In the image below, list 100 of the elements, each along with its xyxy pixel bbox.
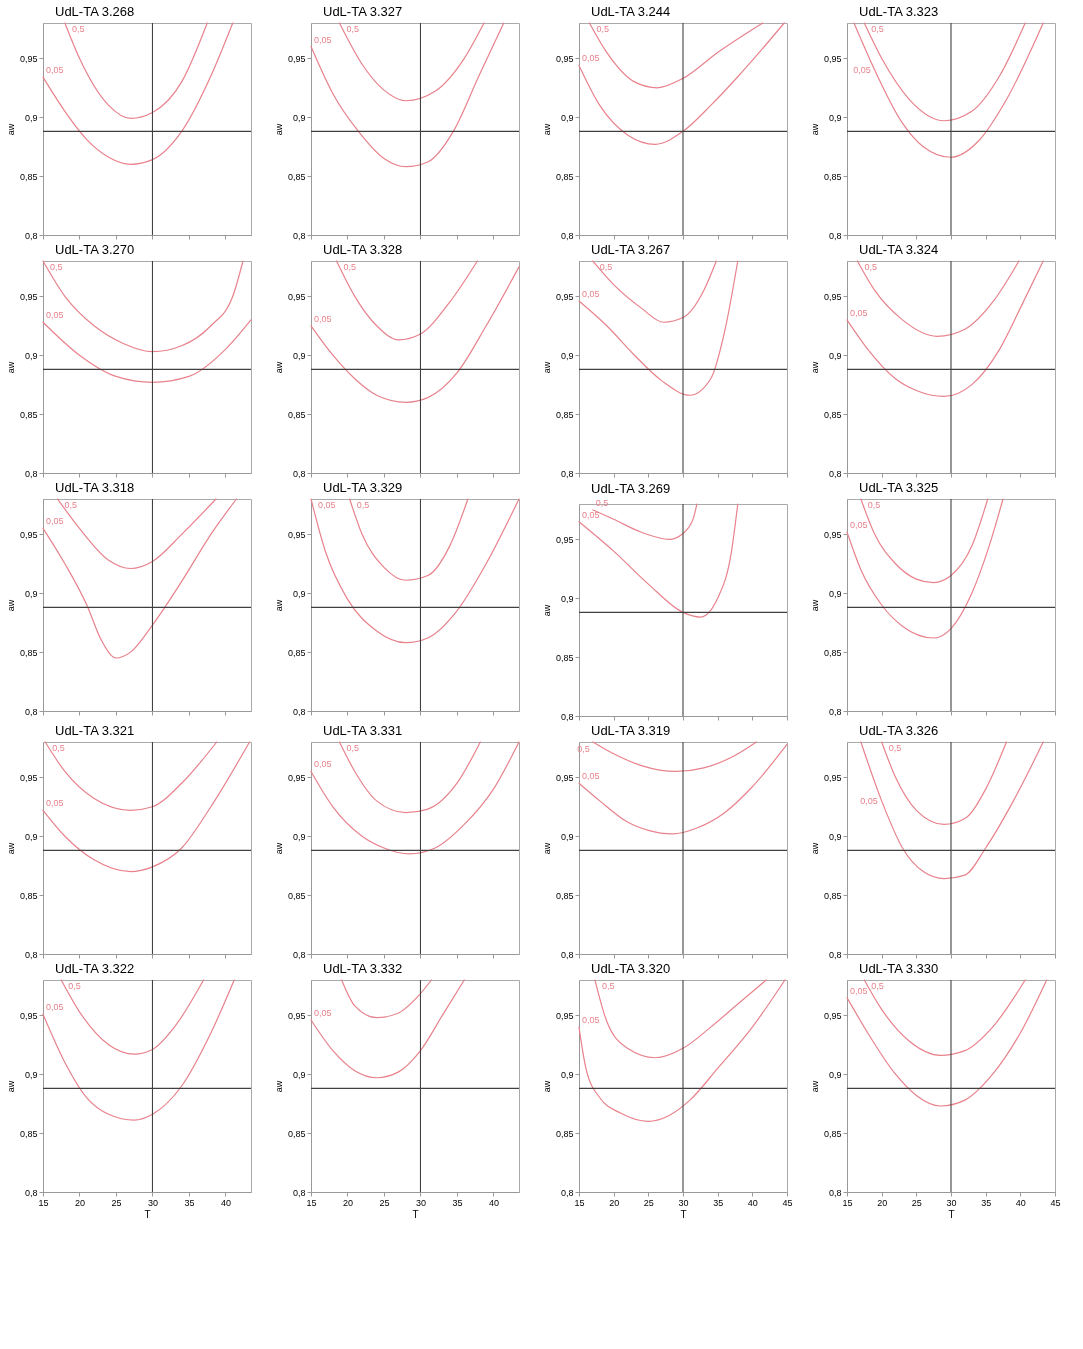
y-tick-label: 0,9 <box>560 831 574 842</box>
x-tick-label: 30 <box>946 1197 957 1208</box>
y-tick-label: 0,8 <box>828 230 842 241</box>
y-axis-title: aw <box>5 1080 16 1093</box>
y-tick-label: 0,85 <box>287 647 306 658</box>
y-tick-label: 0,8 <box>560 711 574 722</box>
chart-title: UdL-TA 3.320 <box>591 961 671 977</box>
y-tick-label: 0,9 <box>292 588 306 599</box>
series-label: 0,5 <box>343 262 357 272</box>
chart-title: UdL-TA 3.267 <box>591 242 671 258</box>
y-tick-label: 0,85 <box>823 890 842 901</box>
y-tick-label: 0,8 <box>292 949 306 960</box>
y-tick-label: 0,8 <box>560 468 574 479</box>
x-axis-title: T <box>680 1208 687 1220</box>
y-tick-label: 0,9 <box>828 831 842 842</box>
x-tick-label: 35 <box>452 1197 463 1208</box>
y-tick-label: 0,8 <box>292 1187 306 1198</box>
chart-title: UdL-TA 3.328 <box>323 242 403 258</box>
chart-title: UdL-TA 3.318 <box>55 480 135 496</box>
y-tick-label: 0,85 <box>823 647 842 658</box>
y-tick-label: 0,95 <box>555 534 574 545</box>
y-tick-label: 0,8 <box>24 230 38 241</box>
x-axis-title: T <box>144 1208 151 1220</box>
series-label: 0,5 <box>356 500 370 510</box>
x-tick-label: 45 <box>1050 1197 1061 1208</box>
series-label: 0,05 <box>850 519 868 530</box>
series-label: 0,05 <box>853 65 871 76</box>
series-label: 0,05 <box>860 795 878 806</box>
x-tick-label: 30 <box>147 1197 158 1208</box>
y-axis-title: aw <box>541 842 552 855</box>
chart-title: UdL-TA 3.332 <box>323 961 403 977</box>
y-tick-label: 0,95 <box>19 1010 38 1021</box>
y-tick-label: 0,8 <box>828 1187 842 1198</box>
y-tick-label: 0,95 <box>823 529 842 540</box>
x-tick-label: 25 <box>111 1197 122 1208</box>
chart-title: UdL-TA 3.324 <box>859 242 939 258</box>
y-tick-label: 0,8 <box>828 468 842 479</box>
y-axis-title: aw <box>273 123 284 136</box>
series-label: 0,05 <box>46 798 64 809</box>
series-label: 0,5 <box>50 262 63 272</box>
y-tick-label: 0,9 <box>828 588 842 599</box>
y-tick-label: 0,8 <box>560 949 574 960</box>
chart-title: UdL-TA 3.244 <box>591 4 671 20</box>
y-tick-label: 0,85 <box>555 1128 574 1139</box>
x-axis-title: T <box>412 1208 419 1220</box>
y-tick-label: 0,95 <box>19 529 38 540</box>
x-tick-label: 20 <box>609 1197 620 1208</box>
y-tick-label: 0,95 <box>555 772 574 783</box>
y-axis-title: aw <box>5 599 16 612</box>
y-tick-label: 0,85 <box>555 652 574 663</box>
chart-title: UdL-TA 3.269 <box>591 480 671 496</box>
series-label: 0,5 <box>64 500 78 510</box>
chart-title: UdL-TA 3.270 <box>55 242 135 258</box>
y-axis-title: aw <box>273 361 284 374</box>
y-tick-label: 0,85 <box>19 647 38 658</box>
series-label: 0,5 <box>346 24 359 34</box>
y-tick-label: 0,95 <box>287 53 306 64</box>
series-label: 0,05 <box>46 65 64 76</box>
y-tick-label: 0,9 <box>24 112 38 123</box>
x-tick-label: 25 <box>643 1197 654 1208</box>
series-label: 0,05 <box>582 53 600 64</box>
x-tick-label: 35 <box>184 1197 195 1208</box>
y-tick-label: 0,9 <box>24 588 38 599</box>
y-axis-title: aw <box>541 604 552 617</box>
series-label: 0,05 <box>314 34 332 45</box>
y-axis-title: aw <box>5 123 16 136</box>
y-axis-title: aw <box>273 842 284 855</box>
series-label: 0,05 <box>582 289 600 300</box>
y-tick-label: 0,9 <box>24 831 38 842</box>
y-tick-label: 0,8 <box>292 468 306 479</box>
y-tick-label: 0,95 <box>555 53 574 64</box>
y-tick-label: 0,9 <box>292 350 306 361</box>
y-axis-title: aw <box>809 842 820 855</box>
series-label: 0,5 <box>596 24 609 34</box>
series-label: 0,5 <box>601 981 615 991</box>
y-tick-label: 0,85 <box>19 409 38 420</box>
y-tick-label: 0,95 <box>19 53 38 64</box>
series-label: 0,05 <box>318 500 336 510</box>
y-tick-label: 0,95 <box>823 291 842 302</box>
x-tick-label: 15 <box>574 1197 585 1208</box>
x-tick-label: 20 <box>342 1197 353 1208</box>
series-label: 0,05 <box>314 759 332 770</box>
x-tick-label: 15 <box>306 1197 317 1208</box>
x-tick-label: 25 <box>911 1197 922 1208</box>
chart-title: UdL-TA 3.327 <box>323 4 403 20</box>
chart-title: UdL-TA 3.331 <box>323 723 403 739</box>
y-tick-label: 0,8 <box>24 468 38 479</box>
series-label: 0,05 <box>46 1002 64 1013</box>
y-tick-label: 0,95 <box>287 529 306 540</box>
series-label: 0,05 <box>46 310 64 321</box>
y-tick-label: 0,85 <box>823 1128 842 1139</box>
series-label: 0,5 <box>599 262 613 272</box>
y-tick-label: 0,9 <box>560 112 574 123</box>
y-tick-label: 0,85 <box>823 409 842 420</box>
chart-title: UdL-TA 3.322 <box>55 961 135 977</box>
chart-title: UdL-TA 3.323 <box>859 4 939 20</box>
chart-title: UdL-TA 3.319 <box>591 723 671 739</box>
y-axis-title: aw <box>5 842 16 855</box>
x-tick-label: 40 <box>747 1197 758 1208</box>
y-tick-label: 0,9 <box>560 350 574 361</box>
